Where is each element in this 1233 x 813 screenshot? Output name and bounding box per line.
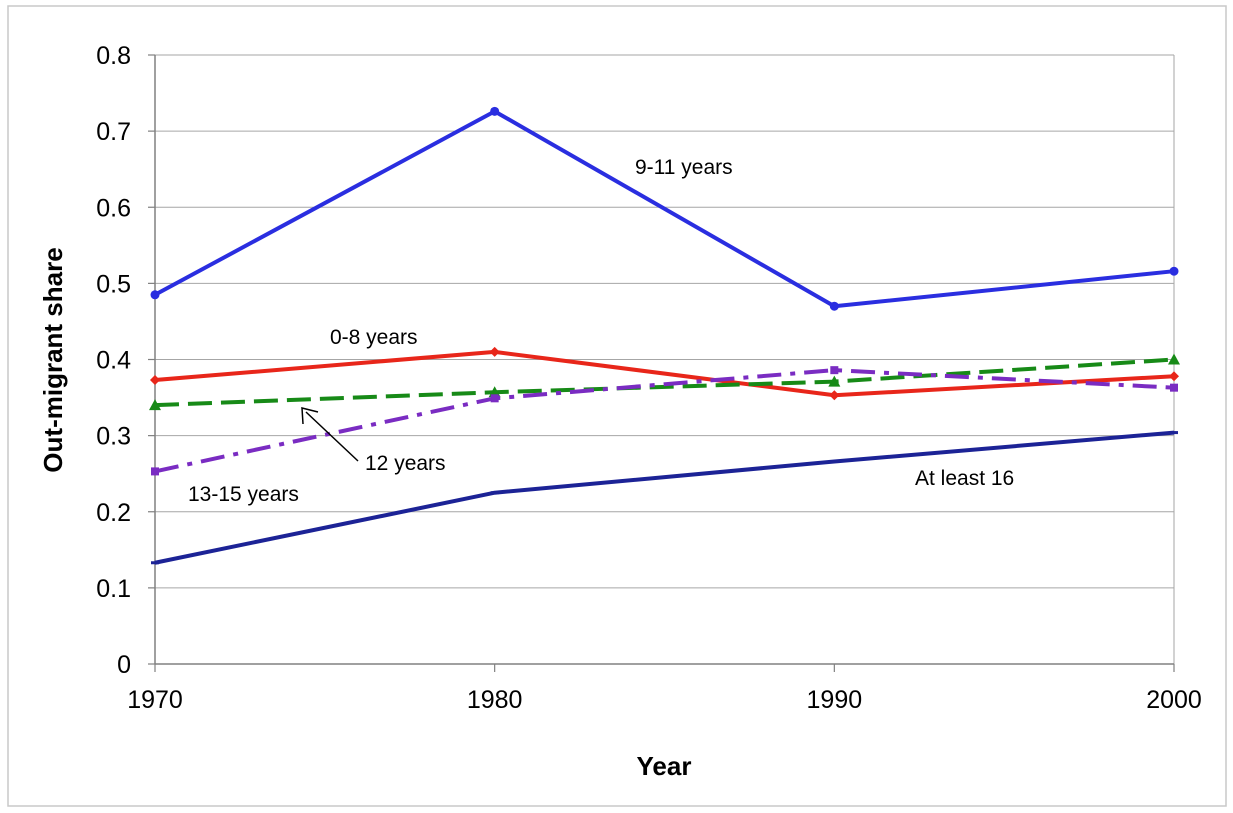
series-label-0: 9-11 years (635, 156, 733, 179)
data-point-3-2 (830, 366, 839, 375)
series-line-4 (154, 430, 1175, 565)
series-4 (151, 430, 1178, 565)
data-point-1-2 (829, 390, 840, 401)
data-point-0-3 (1169, 266, 1179, 276)
series-line-0 (154, 109, 1175, 309)
data-point-1-1 (489, 346, 500, 357)
series-3 (151, 366, 1178, 476)
axes: 0 0.1 0.2 0.3 0.4 0.5 0.6 0.7 0.8 1970 1980 1990 200… (96, 42, 1202, 714)
y-tick-label-2: 0.2 (96, 499, 131, 527)
y-tick-label-1: 0.1 (96, 575, 131, 603)
y-tick-label-0: 0 (117, 651, 131, 679)
series-label-4: At least 16 (915, 467, 1014, 490)
series-line-1 (154, 349, 1175, 398)
series-lines (149, 106, 1180, 565)
data-point-2-3 (1168, 353, 1180, 365)
series-0 (150, 106, 1179, 311)
data-point-3-3 (1170, 383, 1178, 392)
y-tick-label-3: 0.3 (96, 423, 131, 451)
data-point-2-2 (828, 375, 841, 387)
data-point-2-0 (149, 399, 161, 411)
data-point-1-0 (150, 375, 160, 386)
x-tick-label-2: 1990 (807, 686, 863, 714)
y-tick-label-8: 0.8 (96, 42, 131, 70)
series-labels: 9-11 years 0-8 years 12 years 13-15 years At… (188, 156, 1014, 506)
series-line-3 (154, 368, 1175, 474)
data-point-3-0 (151, 467, 159, 476)
series-label-2: 12 years (365, 452, 446, 475)
data-point-4-1 (490, 491, 499, 495)
series-1 (150, 346, 1179, 401)
x-axis-title: Year (637, 751, 692, 781)
data-point-3-1 (490, 394, 499, 403)
data-point-4-2 (830, 460, 839, 464)
annotation-arrow-head (301, 407, 319, 425)
chart-border (7, 5, 1227, 807)
y-axis-title: Out-migrant share (38, 247, 68, 472)
x-tick-label-1: 1980 (467, 686, 523, 714)
series-label-1: 0-8 years (330, 326, 418, 349)
data-point-4-3 (1170, 431, 1178, 435)
series-label-3: 13-15 years (188, 483, 299, 506)
y-tick-label-7: 0.7 (96, 118, 131, 146)
x-tick-label-3: 2000 (1146, 686, 1202, 714)
series-line-2 (154, 357, 1175, 408)
annotation-arrow-line (305, 411, 359, 462)
data-point-0-1 (490, 106, 500, 116)
y-tick-label-5: 0.5 (96, 270, 131, 298)
data-point-0-0 (150, 290, 160, 300)
x-tick-label-0: 1970 (127, 686, 183, 714)
data-point-0-2 (829, 301, 839, 311)
y-tick-label-6: 0.6 (96, 194, 131, 222)
y-tick-label-4: 0.4 (96, 347, 131, 375)
data-point-1-3 (1169, 371, 1179, 382)
data-point-4-0 (151, 561, 159, 565)
